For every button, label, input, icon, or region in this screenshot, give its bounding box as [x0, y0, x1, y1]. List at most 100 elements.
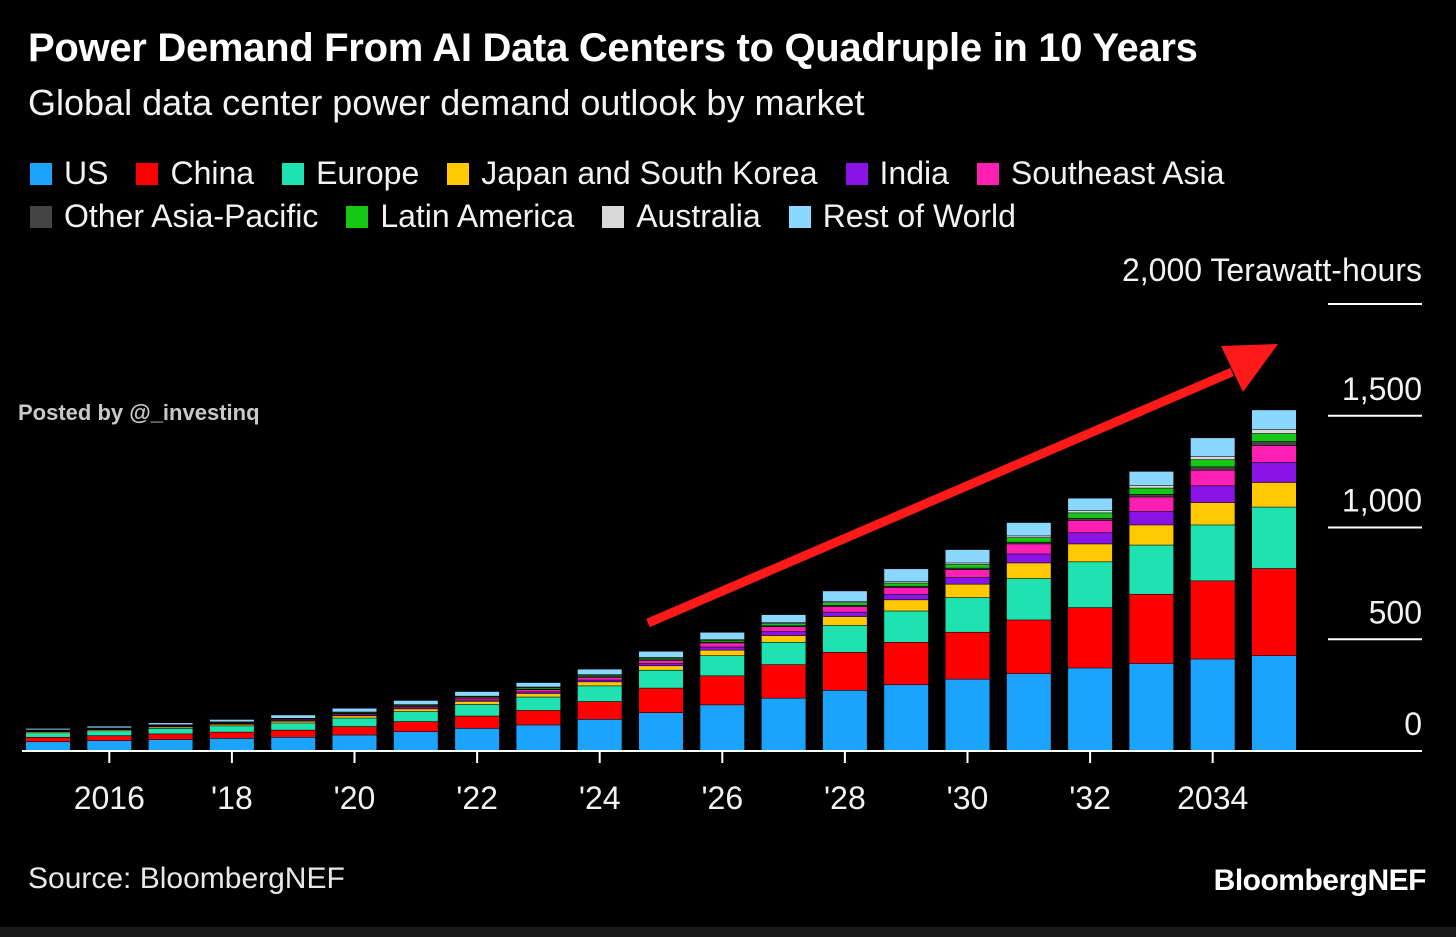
bar-segment — [884, 594, 929, 600]
bar-segment — [87, 726, 132, 728]
y-tick-label: 1,000 — [1342, 483, 1422, 519]
bar-segment — [577, 719, 622, 751]
y-axis-unit-label: 2,000 Terawatt-hours — [1121, 252, 1422, 288]
bar-segment — [822, 591, 867, 602]
legend-item-us: US — [30, 155, 108, 192]
legend-item-other-asia-pacific: Other Asia-Pacific — [30, 198, 318, 235]
bar-segment — [271, 721, 316, 723]
bar-segment — [1068, 607, 1113, 668]
bar-segment — [26, 737, 70, 742]
bar-segment — [148, 723, 193, 725]
bar-segment — [639, 688, 683, 713]
bar-segment — [761, 614, 806, 623]
bar-segment — [26, 742, 70, 751]
bar-segment — [884, 587, 929, 594]
legend-label: Rest of World — [822, 198, 1016, 234]
bar-segment — [1006, 673, 1051, 751]
bar-segment — [884, 600, 929, 611]
bar-segment — [1006, 578, 1051, 620]
bar-segment — [455, 700, 500, 702]
bar-segment — [700, 643, 745, 647]
bar-segment — [87, 731, 132, 736]
legend-item-southeast-asia: Southeast Asia — [976, 155, 1225, 192]
bar-segment — [1006, 542, 1051, 544]
bar-segment — [455, 698, 500, 700]
x-tick-label: '32 — [1069, 780, 1111, 816]
legend-item-rest-of-world: Rest of World — [788, 198, 1016, 235]
bar-segment — [761, 631, 806, 636]
bar-segment — [945, 568, 990, 570]
bar-segment — [209, 726, 254, 732]
bar-segment — [761, 698, 806, 751]
bar-segment — [761, 623, 806, 626]
bar-segment — [332, 708, 377, 712]
bar-segment — [1252, 568, 1296, 656]
bar-segment — [884, 642, 929, 685]
x-tick-label: '30 — [947, 780, 989, 816]
bar-segment — [393, 721, 438, 732]
bar-segment — [577, 701, 622, 720]
bar-segment — [1006, 544, 1051, 554]
bottom-strip — [0, 927, 1456, 937]
bar-segment — [700, 640, 745, 642]
bar-segment — [639, 663, 683, 666]
y-tick-label: 1,500 — [1342, 371, 1422, 407]
bar-segment — [516, 725, 561, 751]
bar-segment — [1190, 470, 1235, 486]
bar-segment — [822, 652, 867, 691]
bar-segment — [1068, 668, 1113, 751]
bar-segment — [945, 679, 990, 751]
bar-segment — [332, 718, 377, 727]
bar-segment — [884, 569, 929, 582]
bar-segment — [639, 670, 683, 688]
bar-segment — [455, 704, 500, 716]
bar-segment — [700, 656, 745, 676]
bar-segment — [822, 616, 867, 626]
bar-segment — [1252, 433, 1296, 442]
bar-segment — [516, 710, 561, 725]
x-tick-label: '28 — [824, 780, 866, 816]
legend-item-india: India — [845, 155, 949, 192]
bar-segment — [639, 713, 683, 751]
bar-segment — [1190, 486, 1235, 503]
bar-segment — [700, 676, 745, 705]
bar-segment — [1068, 533, 1113, 544]
x-tick-label: '22 — [456, 780, 498, 816]
legend-swatch-japan-and-south-korea — [447, 162, 470, 185]
bar-segment — [1129, 471, 1174, 486]
bar-segment — [393, 711, 438, 722]
legend-label: Southeast Asia — [1010, 155, 1225, 191]
bar-segment — [1068, 513, 1113, 518]
bar-segment — [1129, 511, 1174, 525]
x-tick-label: '26 — [701, 780, 743, 816]
legend-item-australia: Australia — [602, 198, 761, 235]
chart-title: Power Demand From AI Data Centers to Qua… — [28, 26, 1198, 70]
bar-segment — [945, 597, 990, 632]
bar-segment — [1129, 594, 1174, 664]
bar-segment — [945, 563, 990, 565]
bar-segment — [516, 682, 561, 687]
bar-segment — [271, 737, 316, 751]
legend-swatch-latin-america — [346, 205, 369, 228]
bar-segment — [1006, 554, 1051, 563]
bar-segment — [822, 625, 867, 653]
x-tick-label: '24 — [579, 780, 621, 816]
bar-segment — [945, 584, 990, 598]
bar-segment — [87, 740, 132, 751]
bar-segment — [1129, 494, 1174, 497]
legend-row: Other Asia-Pacific Latin America Austral… — [30, 195, 1360, 238]
bar-segment — [393, 709, 438, 712]
bar-segment — [332, 735, 377, 751]
legend-item-japan-and-south-korea: Japan and South Korea — [447, 155, 818, 192]
bar-segment — [1006, 620, 1051, 674]
bar-segment — [1006, 563, 1051, 579]
bar-segment — [87, 736, 132, 741]
legend-item-china: China — [136, 155, 254, 192]
bar-segment — [577, 677, 622, 680]
bar-segment — [393, 706, 438, 708]
bar-segment — [1252, 462, 1296, 483]
bar-segment — [577, 682, 622, 686]
bar-segment — [1190, 460, 1235, 467]
chart-subtitle: Global data center power demand outlook … — [28, 82, 865, 123]
